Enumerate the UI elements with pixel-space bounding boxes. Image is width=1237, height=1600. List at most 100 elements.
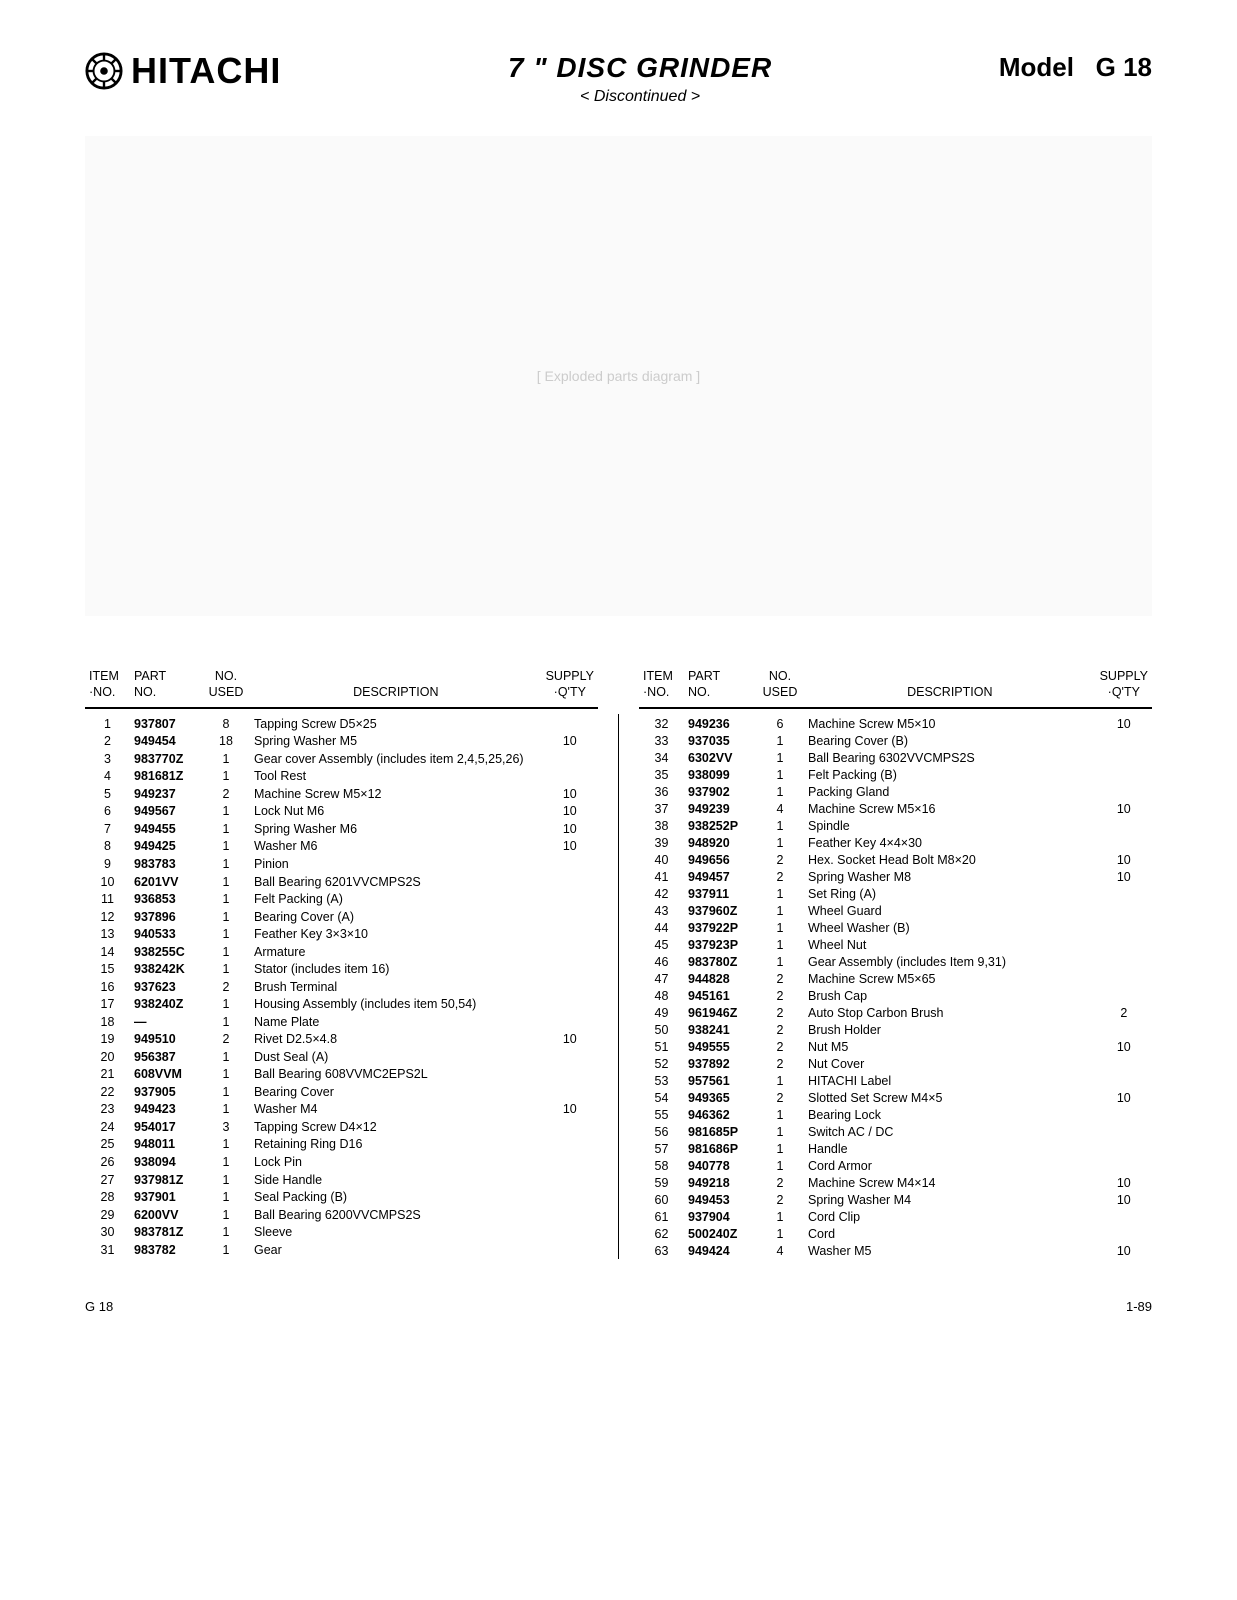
- cell-qty: 10: [1096, 1191, 1152, 1208]
- table-row: 509382412Brush Holder: [639, 1021, 1152, 1038]
- cell-part: 983783: [130, 855, 202, 873]
- cell-item: 27: [85, 1171, 130, 1189]
- cell-qty: [542, 1189, 598, 1207]
- cell-part: 981685P: [684, 1123, 756, 1140]
- model-label: Model G 18: [999, 50, 1152, 83]
- parts-table-left: ITEM ·NO. PART NO. NO. USED DESCRIPTION …: [85, 666, 598, 1259]
- cell-desc: Bearing Cover: [250, 1083, 542, 1101]
- cell-part: 937901: [130, 1189, 202, 1207]
- cell-used: 1: [756, 885, 804, 902]
- cell-item: 10: [85, 873, 130, 891]
- cell-part: 981681Z: [130, 768, 202, 786]
- cell-item: 7: [85, 820, 130, 838]
- cell-qty: [1096, 1106, 1152, 1123]
- cell-qty: [1096, 1140, 1152, 1157]
- cell-desc: Spring Washer M6: [250, 820, 542, 838]
- cell-qty: [542, 1048, 598, 1066]
- cell-qty: 10: [1096, 1242, 1152, 1259]
- cell-qty: [542, 873, 598, 891]
- cell-desc: Ball Bearing 6201VVCMPS2S: [250, 873, 542, 891]
- col-part: PART NO.: [130, 666, 202, 708]
- cell-item: 22: [85, 1083, 130, 1101]
- cell-item: 9: [85, 855, 130, 873]
- table-row: 46983780Z1Gear Assembly (includes Item 9…: [639, 953, 1152, 970]
- cell-qty: [1096, 987, 1152, 1004]
- cell-item: 42: [639, 885, 684, 902]
- cell-desc: Housing Assembly (includes item 50,54): [250, 996, 542, 1014]
- cell-part: 937960Z: [684, 902, 756, 919]
- cell-used: 1: [202, 1136, 250, 1154]
- cell-part: 938255C: [130, 943, 202, 961]
- cell-desc: Spring Washer M5: [250, 733, 542, 751]
- cell-used: 2: [756, 1174, 804, 1191]
- cell-qty: 10: [542, 820, 598, 838]
- cell-qty: 10: [542, 838, 598, 856]
- cell-qty: 10: [1096, 868, 1152, 885]
- cell-qty: [542, 1118, 598, 1136]
- table-row: 319837821Gear: [85, 1241, 598, 1259]
- cell-qty: [542, 1154, 598, 1172]
- table-row: 239494231Washer M410: [85, 1101, 598, 1119]
- cell-desc: Stator (includes item 16): [250, 961, 542, 979]
- table-row: 229379051Bearing Cover: [85, 1083, 598, 1101]
- cell-used: 1: [202, 768, 250, 786]
- cell-qty: 10: [1096, 708, 1152, 733]
- cell-desc: Machine Screw M5×65: [804, 970, 1096, 987]
- parts-table-right: ITEM ·NO. PART NO. NO. USED DESCRIPTION …: [639, 666, 1152, 1259]
- cell-item: 59: [639, 1174, 684, 1191]
- cell-part: 608VVM: [130, 1066, 202, 1084]
- cell-part: 937923P: [684, 936, 756, 953]
- cell-qty: [1096, 749, 1152, 766]
- cell-part: 949457: [684, 868, 756, 885]
- cell-used: 1: [202, 961, 250, 979]
- cell-desc: Felt Packing (B): [804, 766, 1096, 783]
- subtitle: < Discontinued >: [281, 88, 999, 106]
- table-row: 99837831Pinion: [85, 855, 598, 873]
- cell-item: 24: [85, 1118, 130, 1136]
- cell-qty: [1096, 885, 1152, 902]
- cell-item: 4: [85, 768, 130, 786]
- cell-used: 1: [202, 943, 250, 961]
- cell-part: 957561: [684, 1072, 756, 1089]
- cell-desc: Retaining Ring D16: [250, 1136, 542, 1154]
- table-row: 409496562Hex. Socket Head Bolt M8×2010: [639, 851, 1152, 868]
- cell-used: 2: [756, 1021, 804, 1038]
- table-row: 119368531Felt Packing (A): [85, 891, 598, 909]
- cell-part: 983781Z: [130, 1224, 202, 1242]
- cell-used: 1: [756, 817, 804, 834]
- table-row: 56981685P1Switch AC / DC: [639, 1123, 1152, 1140]
- cell-part: —: [130, 1013, 202, 1031]
- col-item: ITEM ·NO.: [639, 666, 684, 708]
- cell-desc: Armature: [250, 943, 542, 961]
- cell-qty: [1096, 783, 1152, 800]
- cell-desc: Washer M5: [804, 1242, 1096, 1259]
- cell-item: 32: [639, 708, 684, 733]
- table-row: 379492394Machine Screw M5×1610: [639, 800, 1152, 817]
- cell-desc: Name Plate: [250, 1013, 542, 1031]
- cell-desc: Feather Key 3×3×10: [250, 926, 542, 944]
- cell-item: 12: [85, 908, 130, 926]
- table-row: 4981681Z1Tool Rest: [85, 768, 598, 786]
- cell-item: 61: [639, 1208, 684, 1225]
- cell-used: 1: [202, 996, 250, 1014]
- table-row: 294945418Spring Washer M510: [85, 733, 598, 751]
- cell-desc: Bearing Cover (B): [804, 732, 1096, 749]
- cell-desc: Brush Holder: [804, 1021, 1096, 1038]
- cell-part: 6201VV: [130, 873, 202, 891]
- cell-part: 937896: [130, 908, 202, 926]
- cell-qty: [1096, 936, 1152, 953]
- col-desc: DESCRIPTION: [804, 666, 1096, 708]
- cell-desc: Switch AC / DC: [804, 1123, 1096, 1140]
- cell-used: 1: [202, 803, 250, 821]
- table-row: 289379011Seal Packing (B): [85, 1189, 598, 1207]
- cell-part: 983780Z: [684, 953, 756, 970]
- cell-desc: Seal Packing (B): [250, 1189, 542, 1207]
- cell-item: 8: [85, 838, 130, 856]
- cell-qty: [542, 908, 598, 926]
- cell-qty: [542, 1241, 598, 1259]
- table-row: 18—1Name Plate: [85, 1013, 598, 1031]
- cell-item: 29: [85, 1206, 130, 1224]
- cell-item: 51: [639, 1038, 684, 1055]
- cell-item: 36: [639, 783, 684, 800]
- cell-used: 1: [756, 1157, 804, 1174]
